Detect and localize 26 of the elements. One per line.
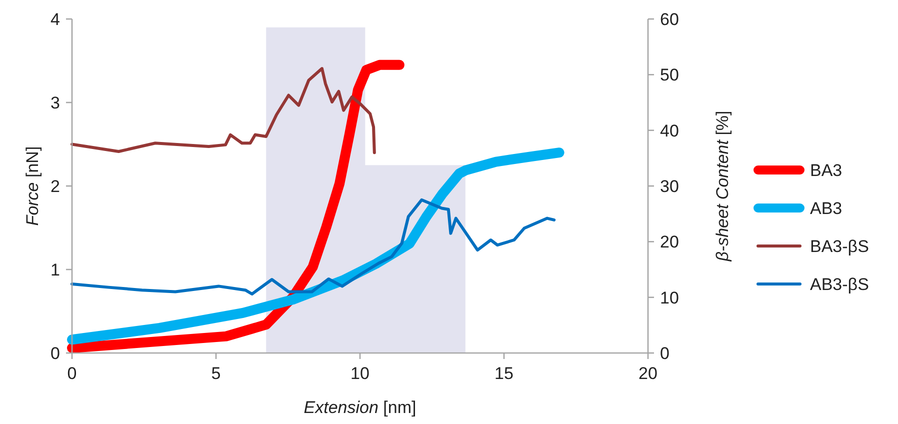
x-tick-label: 10 — [350, 364, 370, 383]
x-axis-title: Extension [nm] — [304, 398, 416, 417]
y2-tick-label: 40 — [660, 121, 679, 140]
y-tick-label: 3 — [50, 94, 60, 112]
y2-tick-label: 30 — [660, 177, 679, 196]
y2-tick-label: 20 — [660, 232, 679, 252]
y2-tick-label: 0 — [660, 344, 670, 363]
y-tick-label: 1 — [50, 260, 60, 280]
y-axis-title: Force [nN] — [23, 146, 42, 226]
legend-label: BA3 — [810, 161, 842, 180]
y-tick-label: 2 — [50, 177, 60, 196]
legend-label: BA3-βS — [810, 237, 869, 256]
x-tick-label: 20 — [638, 364, 658, 383]
y2-tick-label: 50 — [660, 66, 679, 85]
x-tick-label: 0 — [67, 364, 77, 383]
legend-label: AB3 — [810, 199, 842, 218]
y2-tick-label: 60 — [660, 10, 679, 29]
y-tick-label: 4 — [50, 10, 60, 29]
legend-label: AB3-βS — [810, 275, 869, 294]
y2-tick-label: 10 — [660, 288, 679, 308]
line-series — [70, 198, 556, 296]
y2-axis-title: β-sheet Content [%] — [713, 110, 732, 262]
line-series — [70, 67, 376, 154]
y-tick-label: 0 — [50, 344, 60, 363]
x-tick-label: 15 — [494, 364, 514, 383]
x-tick-label: 5 — [211, 364, 221, 383]
